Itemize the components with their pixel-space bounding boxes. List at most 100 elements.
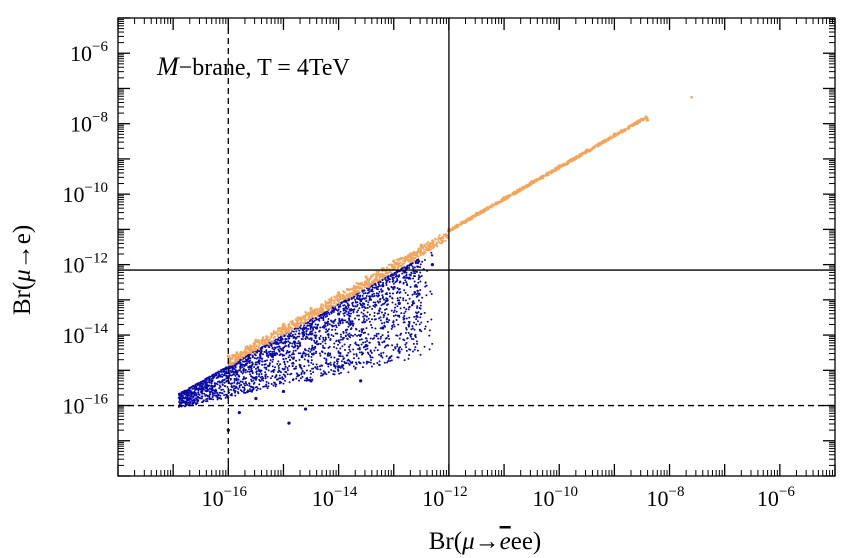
data-point xyxy=(285,357,288,360)
data-point xyxy=(309,313,312,316)
data-point xyxy=(526,183,529,187)
data-point xyxy=(423,327,426,330)
data-point xyxy=(353,308,356,311)
data-point xyxy=(442,237,445,240)
data-point xyxy=(307,353,310,356)
data-point xyxy=(424,325,427,328)
data-point xyxy=(431,342,434,345)
data-point xyxy=(378,310,381,313)
data-point xyxy=(284,375,287,378)
data-point xyxy=(255,357,258,360)
data-point xyxy=(356,311,359,314)
data-point xyxy=(384,301,387,304)
data-point xyxy=(375,335,378,338)
data-point xyxy=(342,309,345,312)
data-point xyxy=(342,331,345,334)
data-point xyxy=(315,317,318,320)
data-point xyxy=(228,355,231,358)
data-point xyxy=(325,361,328,364)
data-point xyxy=(363,345,366,348)
data-point xyxy=(356,295,359,298)
data-point xyxy=(419,301,422,304)
data-point xyxy=(274,376,277,379)
data-point xyxy=(368,278,371,281)
data-point xyxy=(272,384,275,387)
data-point xyxy=(435,241,438,244)
data-point xyxy=(197,391,200,394)
data-point xyxy=(343,299,346,302)
data-point xyxy=(258,383,261,386)
data-point xyxy=(426,241,430,244)
data-point xyxy=(326,322,329,325)
data-point xyxy=(323,346,326,349)
data-point xyxy=(360,281,363,284)
data-point xyxy=(323,326,326,329)
data-point xyxy=(345,297,348,301)
data-point xyxy=(362,297,365,300)
data-point xyxy=(269,350,272,353)
data-point xyxy=(352,311,355,314)
data-point xyxy=(373,295,376,298)
data-point xyxy=(410,252,413,255)
data-point xyxy=(577,155,581,158)
data-point xyxy=(219,397,222,400)
data-point xyxy=(279,333,282,336)
data-point xyxy=(410,262,413,265)
data-point xyxy=(297,325,300,329)
data-point xyxy=(380,276,383,279)
data-point xyxy=(371,326,374,329)
data-point xyxy=(268,346,271,349)
data-point xyxy=(298,374,301,377)
data-point xyxy=(324,338,327,341)
data-point xyxy=(308,320,311,323)
data-point xyxy=(379,297,382,300)
data-point xyxy=(429,290,432,293)
data-point xyxy=(374,279,378,282)
data-point xyxy=(319,305,323,308)
data-point xyxy=(262,336,265,339)
data-point xyxy=(252,343,255,346)
data-point xyxy=(415,314,418,317)
data-point xyxy=(295,319,298,323)
data-point xyxy=(357,344,360,347)
data-point xyxy=(188,389,191,392)
data-point xyxy=(335,294,338,297)
data-point xyxy=(366,306,369,309)
data-point xyxy=(268,352,271,355)
data-point xyxy=(254,354,257,357)
data-point xyxy=(354,366,357,369)
data-point xyxy=(292,349,295,352)
data-point xyxy=(410,272,413,275)
data-point xyxy=(357,348,360,351)
data-point xyxy=(424,281,427,284)
data-point xyxy=(262,377,265,380)
data-point xyxy=(375,277,378,280)
data-point xyxy=(388,280,391,283)
data-point xyxy=(350,334,353,337)
data-point xyxy=(286,367,289,370)
data-point xyxy=(603,138,606,142)
blue-point-cloud xyxy=(177,251,434,408)
data-point xyxy=(348,332,351,335)
data-point xyxy=(206,400,209,403)
data-point xyxy=(396,279,399,282)
data-point xyxy=(339,351,342,354)
data-point xyxy=(419,280,422,283)
data-point xyxy=(258,378,261,381)
data-point xyxy=(327,328,330,331)
data-point xyxy=(350,307,353,310)
data-point xyxy=(393,262,396,265)
data-point xyxy=(235,377,238,380)
data-point xyxy=(437,240,440,243)
data-point xyxy=(321,340,324,343)
data-point xyxy=(416,265,419,268)
data-point xyxy=(199,383,202,386)
data-point xyxy=(425,284,428,287)
data-point xyxy=(284,330,287,333)
data-point xyxy=(294,349,297,352)
data-point xyxy=(549,172,553,175)
data-point xyxy=(306,324,309,327)
data-point xyxy=(288,327,291,330)
data-point xyxy=(260,339,263,342)
data-point xyxy=(254,340,258,343)
